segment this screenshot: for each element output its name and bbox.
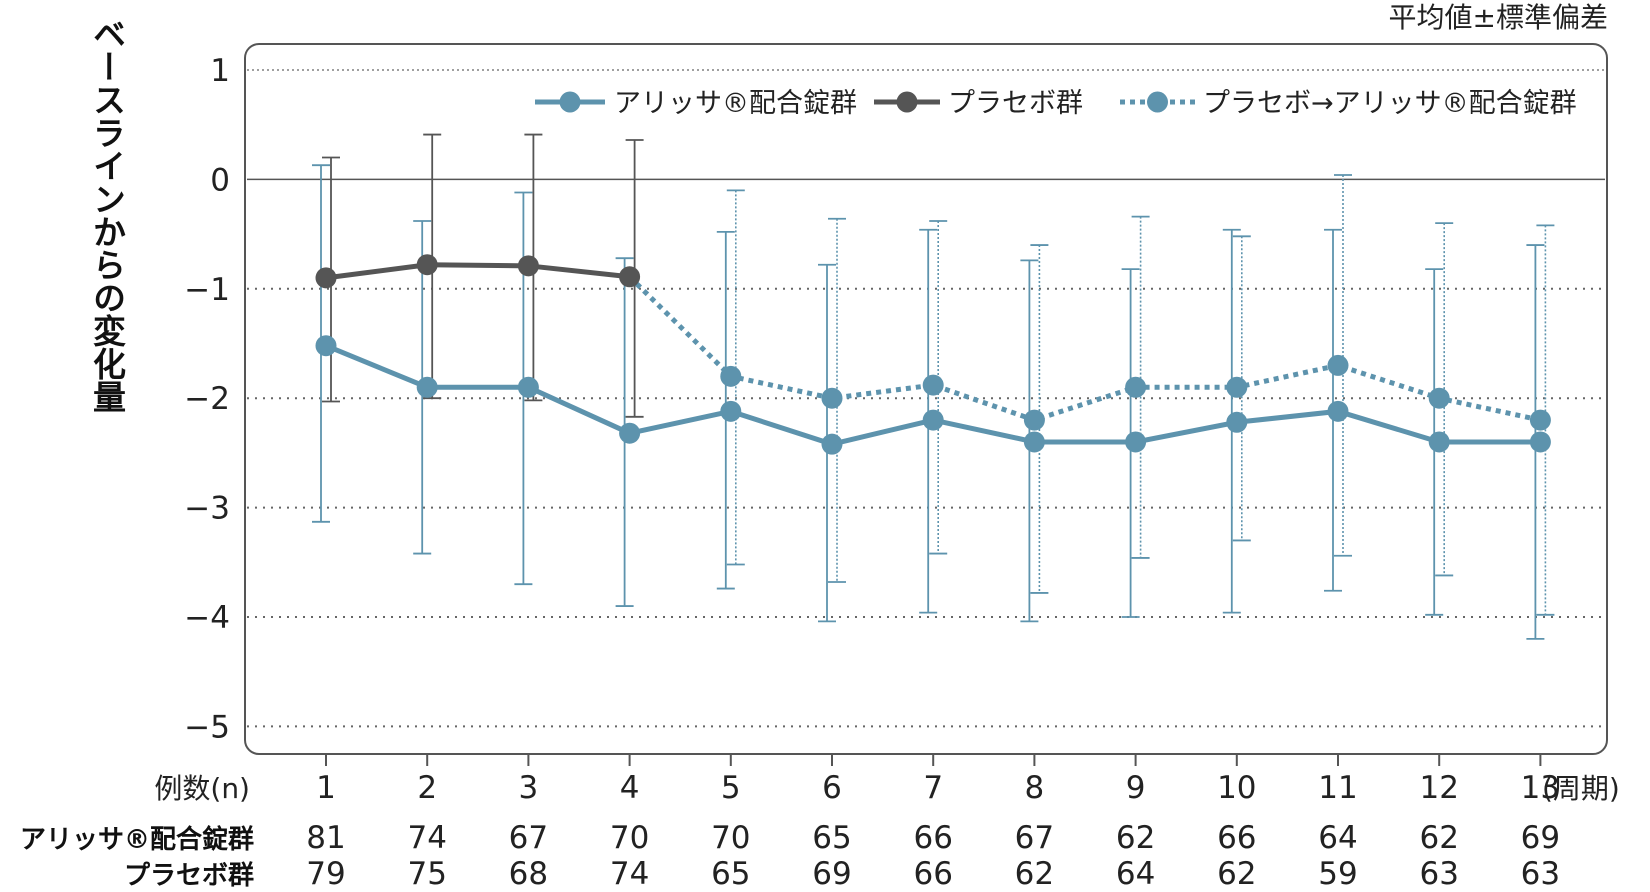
data-point xyxy=(1529,431,1551,453)
x-tick-label: 7 xyxy=(923,770,943,806)
x-tick-label: 2 xyxy=(417,770,437,806)
plot-frame xyxy=(244,43,1608,755)
y-tick-label: −1 xyxy=(184,272,230,308)
x-tick-label: 3 xyxy=(519,770,539,806)
table-cell: 70 xyxy=(610,820,649,856)
x-tick-label: 1 xyxy=(316,770,336,806)
y-tick-label: 1 xyxy=(210,53,230,89)
data-point xyxy=(1327,354,1349,376)
table-cell: 81 xyxy=(306,820,345,856)
data-point xyxy=(1226,411,1248,433)
table-cell: 65 xyxy=(812,820,851,856)
table-cell: 63 xyxy=(1419,856,1458,892)
table-cell: 69 xyxy=(812,856,851,892)
x-tick-label: 11 xyxy=(1318,770,1357,806)
data-point xyxy=(1125,376,1147,398)
x-tick-label: 10 xyxy=(1217,770,1256,806)
table-cell: 67 xyxy=(509,820,548,856)
data-point xyxy=(821,433,843,455)
x-tick-label: 4 xyxy=(620,770,640,806)
y-tick-label: −3 xyxy=(184,491,230,527)
table-cell: 75 xyxy=(407,856,446,892)
table-cell: 63 xyxy=(1521,856,1560,892)
y-tick-label: −5 xyxy=(184,709,230,745)
data-point xyxy=(1529,409,1551,431)
y-axis-label: ベースラインからの変化量 xyxy=(88,17,127,413)
y-tick-label: 0 xyxy=(210,162,230,198)
x-tick-label: 8 xyxy=(1025,770,1045,806)
series-line xyxy=(325,262,630,281)
legend-label: プラセボ群 xyxy=(948,88,1083,119)
x-tick-label: 13 xyxy=(1521,770,1560,806)
y-tick-label: −4 xyxy=(184,600,230,636)
data-point xyxy=(821,387,843,409)
chart-note: 平均値±標準偏差 xyxy=(1389,1,1608,34)
data-point xyxy=(1226,376,1248,398)
x-tick-label: 6 xyxy=(822,770,842,806)
legend-label: アリッサ®配合錠群 xyxy=(614,88,857,119)
data-point xyxy=(1023,409,1045,431)
data-point xyxy=(922,409,944,431)
x-axis-ticks: 1 2 3 4 5 6 7 8 9 10 11 12 13 xyxy=(316,754,1560,806)
data-point xyxy=(619,266,641,288)
sample-size-table: アリッサ®配合錠群 81 74 67 70 70 65 66 67 62 66 64 62 69プラセボ群… xyxy=(20,820,1560,892)
table-cell: 66 xyxy=(913,856,952,892)
data-point xyxy=(1125,431,1147,453)
table-cell: 65 xyxy=(711,856,750,892)
data-point xyxy=(517,376,539,398)
table-cell: 62 xyxy=(1116,820,1155,856)
table-cell: 62 xyxy=(1419,820,1458,856)
table-cell: 62 xyxy=(1217,856,1256,892)
x-axis-unit: (周期) xyxy=(1542,772,1620,805)
x-tick-label: 9 xyxy=(1126,770,1146,806)
data-point xyxy=(1023,431,1045,453)
data-point xyxy=(1428,431,1450,453)
legend-marker xyxy=(896,91,918,113)
table-cell: 74 xyxy=(407,820,446,856)
data-point xyxy=(1327,400,1349,422)
data-point xyxy=(416,254,438,276)
table-row-label: プラセボ群 xyxy=(124,861,254,891)
table-header: 例数(n) xyxy=(154,772,250,805)
legend: アリッサ®配合錠群 プラセボ群 プラセボ→アリッサ®配合錠群 xyxy=(535,88,1577,119)
table-cell: 69 xyxy=(1521,820,1560,856)
x-tick-label: 5 xyxy=(721,770,741,806)
series-points xyxy=(315,254,1551,455)
table-cell: 68 xyxy=(509,856,548,892)
data-point xyxy=(720,400,742,422)
data-point xyxy=(315,267,337,289)
table-cell: 66 xyxy=(913,820,952,856)
data-point xyxy=(619,422,641,444)
legend-marker xyxy=(1147,91,1168,113)
table-cell: 66 xyxy=(1217,820,1256,856)
table-cell: 74 xyxy=(610,856,649,892)
table-cell: 62 xyxy=(1015,856,1054,892)
y-tick-label: −2 xyxy=(184,381,230,417)
data-point xyxy=(517,255,539,277)
table-cell: 64 xyxy=(1116,856,1155,892)
data-point xyxy=(922,374,944,396)
y-axis-ticks: 1 0 −1 −2 −3 −4 −5 xyxy=(184,53,230,745)
table-cell: 79 xyxy=(306,856,345,892)
table-cell: 64 xyxy=(1318,820,1357,856)
table-cell: 59 xyxy=(1318,856,1357,892)
x-tick-label: 12 xyxy=(1419,770,1458,806)
table-cell: 67 xyxy=(1015,820,1054,856)
data-point xyxy=(315,335,337,357)
table-cell: 70 xyxy=(711,820,750,856)
data-point xyxy=(720,365,742,387)
data-point xyxy=(416,376,438,398)
table-row-label: アリッサ®配合錠群 xyxy=(20,824,254,855)
legend-marker xyxy=(559,91,581,113)
data-point xyxy=(1428,387,1450,409)
legend-label: プラセボ→アリッサ®配合錠群 xyxy=(1203,88,1577,119)
series-line xyxy=(627,274,1541,423)
grid xyxy=(247,69,1605,728)
